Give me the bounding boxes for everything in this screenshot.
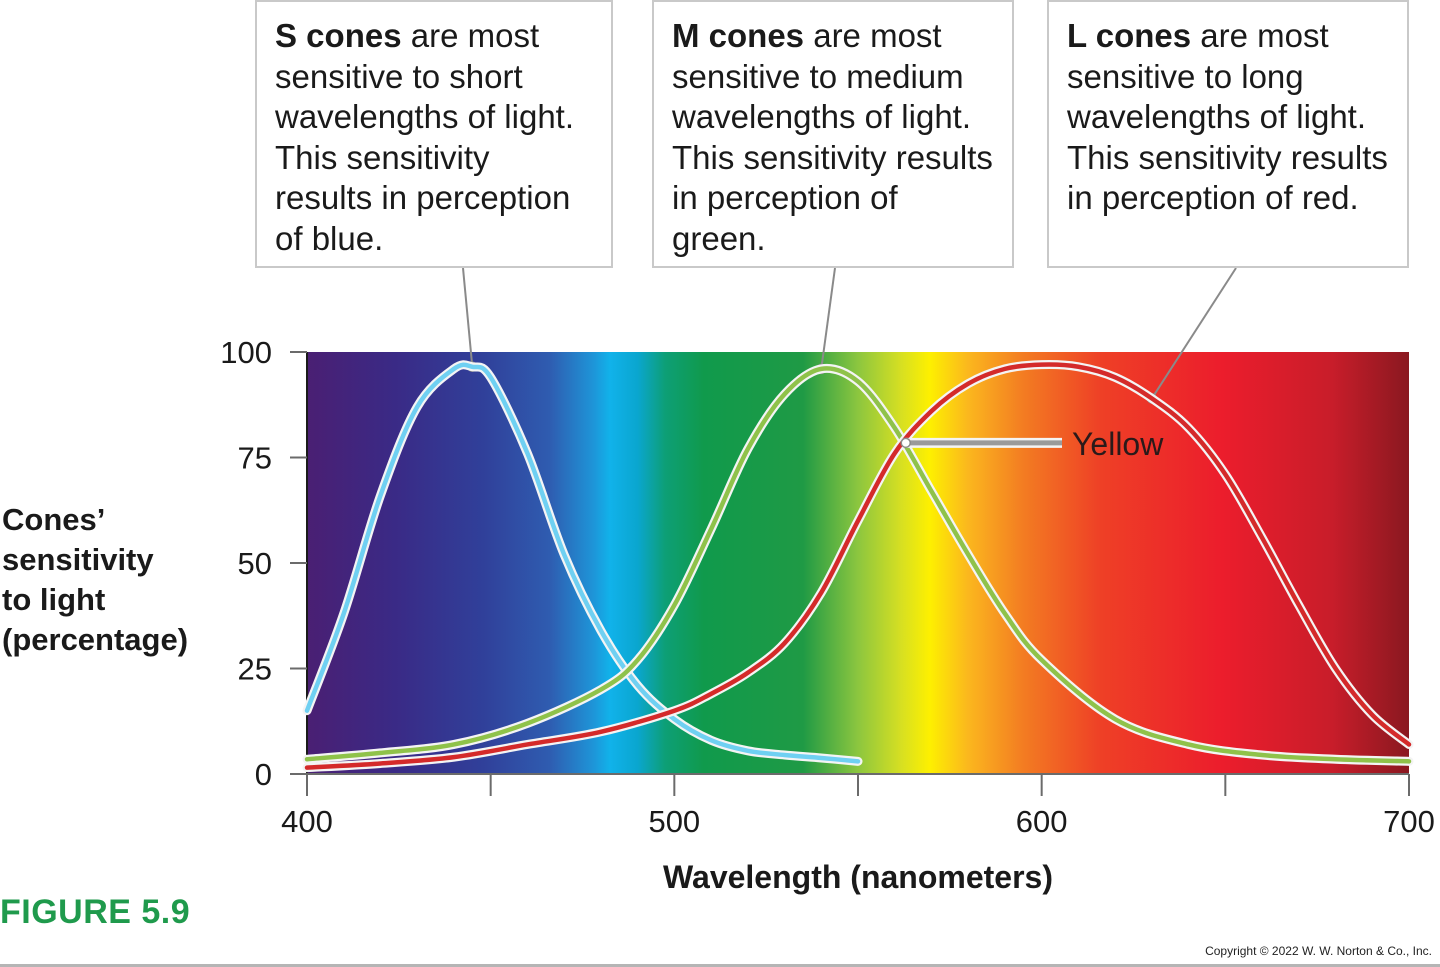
y-tick-label: 0 [255,757,272,792]
callout-m-leader [820,267,836,370]
series-s-line [304,362,861,764]
y-axis-title-line: to light [2,582,106,617]
x-tick-label: 400 [281,804,333,839]
callout-l-bold: L cones [1067,17,1192,54]
y-tick-label: 50 [238,546,272,581]
callout-s-leader [462,267,474,367]
x-tick-label: 700 [1383,804,1435,839]
y-axis-title: Cones’ sensitivity to light (percentage) [2,500,232,660]
x-tick-label: 500 [648,804,700,839]
callout-m-cones: M cones are most sensitive to medium wav… [652,0,1014,268]
annotations: Yellow [900,426,1164,462]
x-tick-label: 600 [1016,804,1068,839]
y-ticks: 0 25 50 75 100 [220,335,307,792]
bottom-divider [0,964,1440,967]
callout-l-cones: L cones are most sensitive to long wavel… [1047,0,1409,268]
series-m-line [304,366,1412,764]
y-axis-title-line: (percentage) [2,622,189,657]
callout-s-text: are most sensitive to short wavelengths … [275,17,575,257]
callout-m-bold: M cones [672,17,805,54]
y-axis-title-line: sensitivity [2,542,154,577]
y-tick-label: 100 [220,335,272,370]
callout-l-text: are most sensitive to long wavelengths o… [1067,17,1388,216]
y-axis-title-line: Cones’ [2,502,106,537]
callout-s-bold: S cones [275,17,402,54]
series-l-line [304,362,1412,770]
series-lines [302,360,1414,773]
y-tick-label: 25 [238,652,272,687]
annotation-point [900,437,912,449]
callout-l-leader [1151,267,1237,399]
x-ticks: 400 500 600 700 [281,774,1435,839]
x-axis-title: Wavelength (nanometers) [663,859,1053,895]
y-tick-label: 75 [238,441,272,476]
copyright-notice: Copyright © 2022 W. W. Norton & Co., Inc… [1205,944,1432,958]
figure-label: FIGURE 5.9 [0,893,191,931]
spectrum-background [307,352,1409,774]
callout-s-cones: S cones are most sensitive to short wave… [255,0,613,268]
callout-m-text: are most sensitive to medium wavelengths… [672,17,993,257]
annotation-label: Yellow [1072,426,1164,462]
